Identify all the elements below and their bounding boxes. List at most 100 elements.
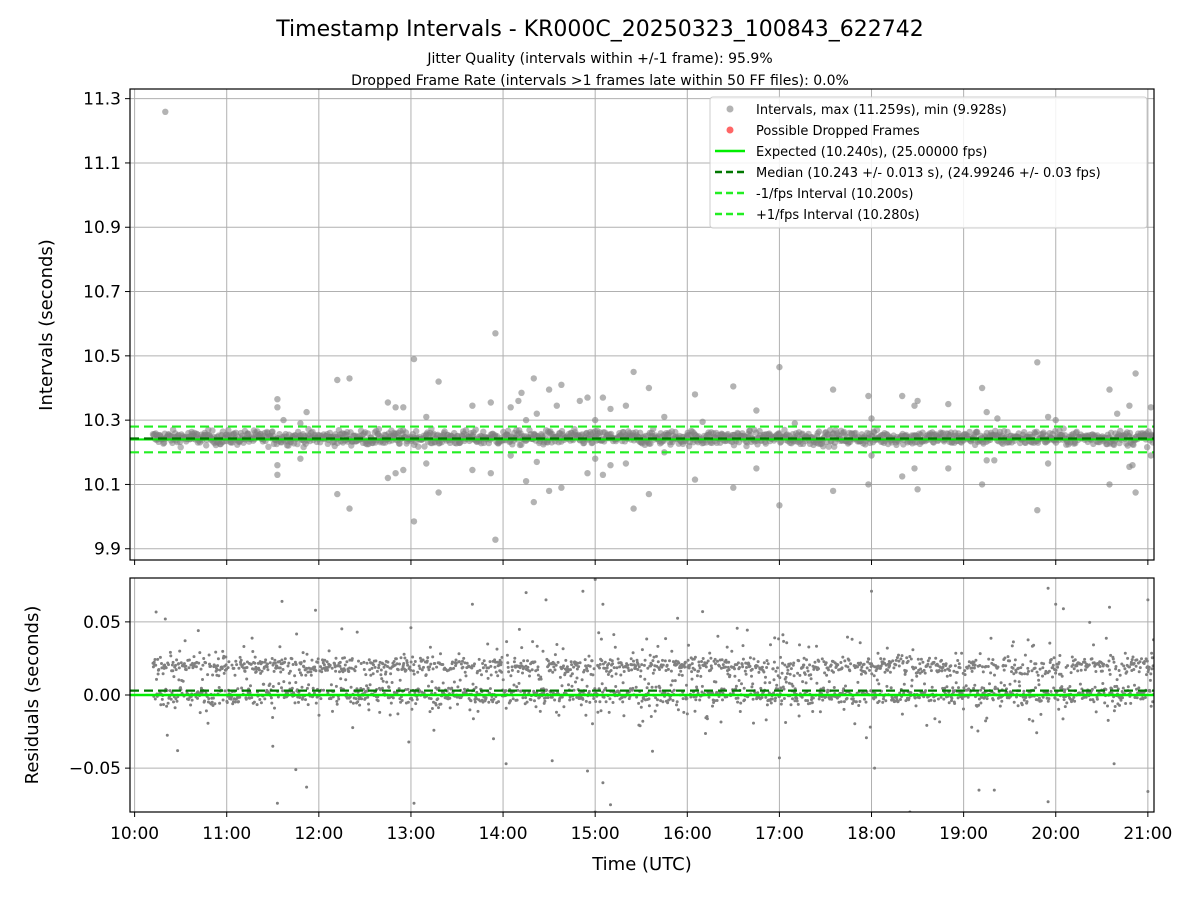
interval-point <box>753 407 760 414</box>
residual-point <box>1034 662 1038 666</box>
residual-point <box>730 649 734 653</box>
residual-point <box>531 640 535 644</box>
interval-point <box>346 375 353 382</box>
residual-point <box>1102 691 1106 695</box>
residual-point <box>675 700 679 704</box>
residual-point <box>973 683 977 687</box>
residual-point <box>596 710 600 714</box>
residual-point <box>728 673 732 677</box>
residual-point <box>650 663 654 667</box>
residual-point <box>528 674 531 678</box>
residual-point <box>917 696 921 700</box>
residual-point <box>967 664 971 668</box>
residual-point <box>1027 717 1031 721</box>
residual-point <box>1134 664 1138 668</box>
residual-point <box>618 665 622 669</box>
residual-point <box>630 663 634 667</box>
residual-point <box>652 655 656 659</box>
residual-point <box>664 669 668 672</box>
residual-point <box>351 701 355 705</box>
interval-point <box>599 471 607 478</box>
legend-entry: Expected (10.240s), (25.00000 fps) <box>715 145 987 160</box>
residual-point <box>736 700 740 704</box>
residual-point <box>300 685 304 689</box>
residual-point <box>874 695 878 699</box>
residual-point <box>860 665 864 669</box>
residual-point <box>347 670 351 673</box>
x-tick-label: 12:00 <box>294 824 343 844</box>
residual-point <box>985 716 989 720</box>
residual-point <box>789 667 793 671</box>
interval-point <box>622 460 630 467</box>
residual-point <box>334 684 338 688</box>
residual-point <box>950 696 954 700</box>
residual-point <box>753 691 757 695</box>
legend-entry: Possible Dropped Frames <box>726 124 920 139</box>
residual-point <box>211 673 215 677</box>
residual-point <box>690 662 694 666</box>
residual-point <box>721 663 725 667</box>
residual-point <box>775 683 779 687</box>
residual-point <box>381 662 385 666</box>
residual-point <box>700 660 704 663</box>
residual-point <box>658 689 662 693</box>
residual-point <box>213 664 217 668</box>
residual-point <box>655 703 659 707</box>
residual-point <box>957 662 961 666</box>
residual-point <box>581 589 585 593</box>
residual-point <box>1115 678 1119 682</box>
residual-point <box>955 670 959 674</box>
residual-point <box>859 661 863 665</box>
residual-point <box>960 651 964 655</box>
interval-point <box>991 457 998 464</box>
residual-point <box>172 700 175 704</box>
residual-point <box>335 699 339 703</box>
top-y-tick-label: 11.1 <box>83 154 121 174</box>
residual-point <box>294 663 298 666</box>
residual-point <box>429 697 433 701</box>
residual-point <box>988 682 991 686</box>
residual-point <box>700 690 704 694</box>
residual-point <box>766 662 770 666</box>
residual-point <box>448 696 452 700</box>
interval-point <box>297 455 304 462</box>
residual-point <box>162 703 165 706</box>
residual-point <box>757 670 761 674</box>
residual-point <box>487 666 490 670</box>
residual-point <box>320 670 324 674</box>
residual-point <box>402 662 406 665</box>
interval-point <box>584 470 591 477</box>
residual-point <box>163 617 167 621</box>
interval-point <box>1126 402 1133 409</box>
residual-point <box>939 695 943 699</box>
interval-point <box>776 502 783 509</box>
residual-point <box>773 699 777 703</box>
residual-point <box>904 669 908 673</box>
residual-point <box>437 686 441 690</box>
residual-point <box>278 660 281 663</box>
residual-point <box>1145 659 1149 663</box>
residual-point <box>280 658 284 662</box>
residual-point <box>406 663 410 667</box>
residual-point <box>412 801 416 805</box>
x-tick-label: 13:00 <box>386 824 435 844</box>
residual-point <box>716 634 720 638</box>
residual-point <box>1123 651 1127 655</box>
residual-point <box>492 697 496 701</box>
residual-point <box>781 661 784 665</box>
residual-point <box>516 670 520 673</box>
x-tick-label: 17:00 <box>755 824 804 844</box>
residual-point <box>948 673 952 677</box>
residual-point <box>439 702 443 706</box>
residual-point <box>916 671 919 674</box>
residual-point <box>413 660 417 663</box>
residual-point <box>568 698 572 702</box>
residual-point <box>909 657 913 661</box>
residual-point <box>915 674 919 678</box>
residual-point <box>215 668 219 672</box>
figure-subtitle-jitter: Jitter Quality (intervals within +/-1 fr… <box>426 51 772 67</box>
residual-point <box>568 695 572 699</box>
interval-point <box>396 440 403 447</box>
interval-point <box>280 416 287 424</box>
residual-point <box>471 682 475 686</box>
